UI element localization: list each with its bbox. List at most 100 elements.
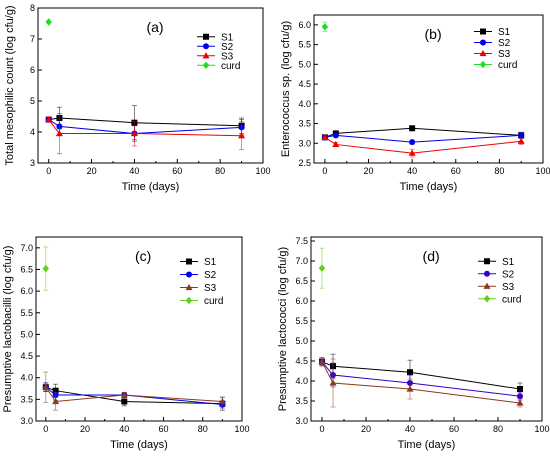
y-tick-label: 7.0 bbox=[295, 256, 308, 266]
marker-s1-2 bbox=[407, 369, 413, 376]
chart-panel-3: 0 20 40 60 80 100 3.0 3.5 4.0 4.5 5.0 5.5 6.0 6.5 7.0 T… bbox=[2, 236, 250, 451]
legend-label-s3: S3 bbox=[498, 49, 511, 60]
x-tick-label: 80 bbox=[215, 166, 225, 176]
x-tick-label: 20 bbox=[80, 424, 90, 434]
series-s1 bbox=[45, 105, 245, 141]
y-tick-label: 7.0 bbox=[20, 243, 33, 253]
plot-frame bbox=[310, 236, 543, 422]
x-tick-label: 60 bbox=[451, 166, 461, 176]
marker-curd-legend bbox=[479, 60, 487, 69]
marker-s3-3 bbox=[517, 137, 525, 144]
legend-label-s3: S3 bbox=[221, 51, 234, 62]
marker-s3-2 bbox=[120, 391, 128, 398]
y-tick-label: 6.0 bbox=[20, 286, 33, 296]
y-tick-label: 5.0 bbox=[295, 336, 308, 346]
series-line-s2 bbox=[48, 119, 242, 135]
marker-s2-legend bbox=[186, 271, 192, 278]
y-tick-label: 8 bbox=[30, 3, 35, 13]
series-line-s3 bbox=[324, 136, 522, 154]
y-tick-label: 3.5 bbox=[20, 394, 33, 404]
y-axis-title: Enterococcus sp. (log cfu/g) bbox=[280, 21, 292, 157]
y-axis-title: Total mesophilic count (log cfu/g) bbox=[4, 5, 16, 165]
series-s2 bbox=[321, 131, 525, 146]
y-tick-label: 4.0 bbox=[20, 373, 33, 383]
marker-s2-3 bbox=[517, 393, 523, 400]
series-s2 bbox=[45, 116, 245, 142]
marker-s3-1 bbox=[332, 140, 340, 148]
marker-s3-0 bbox=[45, 116, 53, 123]
marker-curd-0 bbox=[318, 264, 326, 272]
series-s1 bbox=[319, 353, 523, 396]
series-line-s3 bbox=[48, 119, 242, 137]
chart-panel-2: 0 20 40 60 80 100 2.5 3.0 3.5 4.0 4.5 5.0 5.5 6.0 Time… bbox=[280, 14, 550, 193]
legend-label-s1: S1 bbox=[204, 257, 217, 268]
legend-label-s1: S1 bbox=[502, 257, 515, 268]
x-tick-label: 100 bbox=[534, 424, 549, 434]
marker-s3-0 bbox=[42, 383, 50, 390]
y-axis-title: Presumptive lactococci (log cfu/g) bbox=[277, 247, 289, 411]
x-tick-label: 20 bbox=[364, 166, 374, 176]
series-curd bbox=[42, 246, 50, 291]
chart-panel-4: 0 20 40 60 80 100 3.0 3.5 4.0 4.5 5.0 5.5 6.0 6.5 7.0 7… bbox=[277, 236, 550, 451]
x-tick-label: 80 bbox=[493, 424, 503, 434]
series-line-s1 bbox=[324, 127, 522, 138]
series-s3 bbox=[42, 371, 226, 411]
marker-curd-legend bbox=[483, 294, 491, 303]
panel-label: (d) bbox=[423, 248, 440, 264]
y-tick-label: 5.5 bbox=[298, 40, 311, 50]
legend-label-curd: curd bbox=[502, 294, 521, 305]
marker-s2-3 bbox=[518, 132, 525, 139]
series-s3 bbox=[45, 113, 246, 155]
x-tick-label: 40 bbox=[129, 166, 139, 176]
y-tick-label: 6 bbox=[30, 65, 35, 75]
y-tick-label: 4.5 bbox=[295, 356, 308, 366]
y-tick-label: 4.5 bbox=[298, 79, 311, 89]
y-tick-label: 3.0 bbox=[298, 138, 311, 148]
marker-s3-legend bbox=[185, 283, 193, 291]
x-tick-label: 0 bbox=[46, 166, 51, 176]
series-curd bbox=[318, 247, 326, 289]
plot-frame bbox=[35, 236, 243, 422]
legend-label-curd: curd bbox=[204, 296, 223, 307]
panel-label: (c) bbox=[135, 248, 151, 264]
x-tick-label: 60 bbox=[172, 166, 182, 176]
x-tick-label: 0 bbox=[43, 424, 48, 434]
x-axis-title: Time (days) bbox=[110, 439, 168, 451]
marker-s3-legend bbox=[479, 49, 487, 57]
marker-s1-legend bbox=[186, 258, 192, 265]
marker-s1-2 bbox=[121, 398, 128, 405]
y-tick-label: 2.5 bbox=[298, 158, 311, 168]
y-tick-label: 4 bbox=[30, 127, 35, 137]
legend-label-s2: S2 bbox=[204, 270, 217, 281]
marker-s3-1 bbox=[55, 129, 63, 137]
y-tick-label: 5.5 bbox=[20, 308, 33, 318]
y-tick-label: 3.0 bbox=[20, 416, 33, 426]
series-s1 bbox=[321, 125, 525, 141]
series-line-s1 bbox=[321, 361, 521, 390]
x-tick-label: 60 bbox=[449, 424, 459, 434]
series-line-s2 bbox=[321, 361, 521, 397]
x-axis-title: Time (days) bbox=[122, 181, 180, 193]
plot-frame bbox=[37, 7, 264, 164]
marker-s3-2 bbox=[408, 149, 416, 156]
x-tick-label: 0 bbox=[322, 166, 327, 176]
legend-label-s1: S1 bbox=[221, 32, 234, 43]
y-axis-title: Presumptive lactobacilli (log cfu/g) bbox=[2, 246, 14, 413]
y-tick-label: 6.5 bbox=[295, 276, 308, 286]
x-tick-label: 20 bbox=[361, 424, 371, 434]
y-tick-label: 6.0 bbox=[298, 20, 311, 30]
marker-s2-legend bbox=[484, 270, 490, 277]
marker-s1-legend bbox=[484, 258, 490, 265]
legend-label-s2: S2 bbox=[498, 38, 511, 49]
y-tick-label: 4.0 bbox=[298, 99, 311, 109]
x-tick-label: 100 bbox=[255, 166, 270, 176]
marker-curd-0 bbox=[45, 18, 52, 26]
x-tick-label: 100 bbox=[234, 424, 249, 434]
marker-s3-legend bbox=[202, 52, 210, 59]
marker-s3-3 bbox=[238, 132, 246, 139]
